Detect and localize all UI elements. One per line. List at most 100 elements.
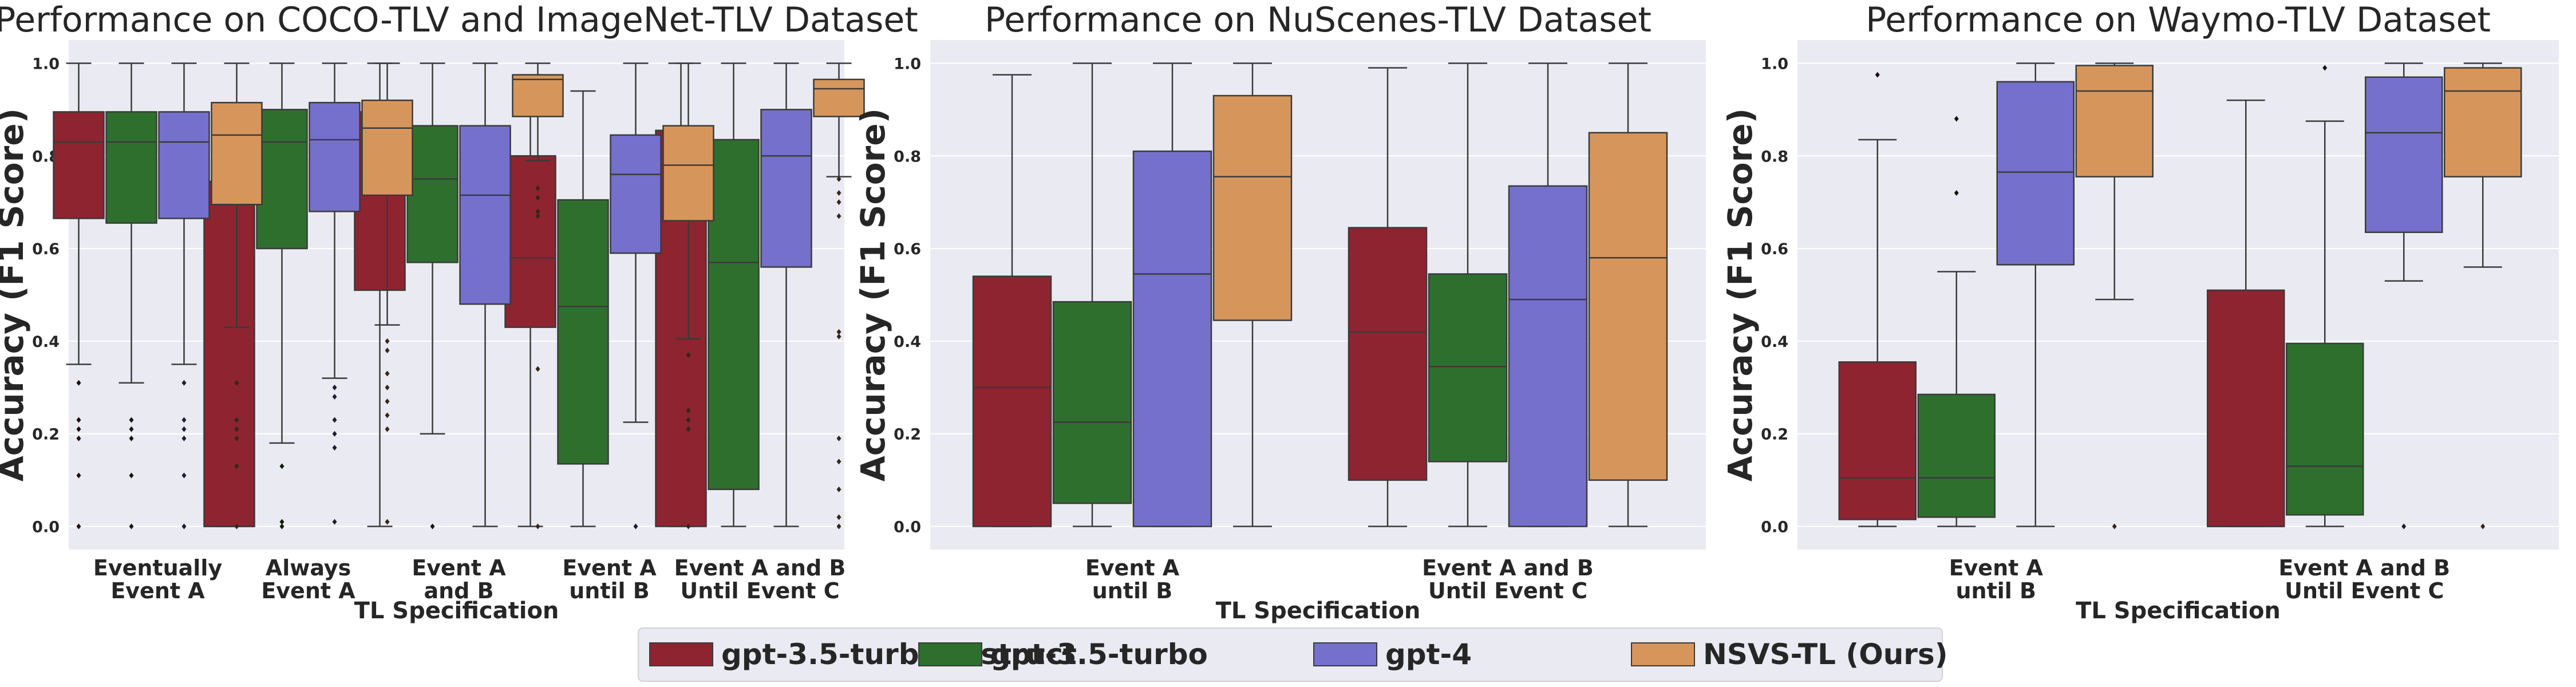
y-tick-label: 0.8 [894, 148, 921, 165]
chart-panels: 0.0 0.2 0.4 0.6 0.8 1.0 Performance on COCO-TL… [0, 0, 2559, 624]
outlier-point [535, 523, 540, 530]
outlier-point [332, 394, 337, 400]
legend-label: NSVS-TL (Ours) [1703, 638, 1948, 671]
outlier-point [2112, 523, 2117, 530]
outlier-point [234, 417, 239, 423]
box-gpt-4-2 [2365, 62, 2443, 530]
box-iqr [1348, 227, 1428, 481]
outlier-point [181, 435, 187, 441]
y-tick-label: 0.4 [894, 333, 921, 351]
chart-title: Performance on Waymo-TLV Dataset [1866, 0, 2491, 40]
box-iqr [2075, 65, 2154, 177]
box-iqr [256, 109, 308, 250]
legend-item-gpt-4: gpt-4 [1313, 638, 1472, 671]
legend-label: gpt-3.5-turbo-instruct [721, 638, 1077, 671]
box-iqr [1132, 150, 1212, 527]
outlier-point [535, 366, 540, 372]
box-iqr [361, 99, 413, 196]
box-gpt-3-5-turbo-2 [2286, 65, 2364, 527]
legend-swatch [649, 642, 713, 666]
box-iqr [1838, 361, 1917, 520]
outlier-point [535, 213, 540, 219]
box-gpt-3-5-turbo-instruct-2 [203, 180, 255, 527]
outlier-point [129, 523, 134, 530]
y-tick-label: 0.6 [32, 240, 60, 258]
outlier-point [234, 523, 239, 530]
outlier-point [181, 426, 187, 432]
outlier-point [76, 426, 81, 432]
box-gpt-3-5-turbo-instruct-1 [53, 62, 105, 530]
outlier-point [129, 417, 134, 423]
outlier-point [836, 435, 841, 441]
outlier-point [1954, 116, 1959, 122]
outlier-point [385, 412, 390, 418]
y-tick-label: 0.0 [32, 519, 60, 536]
outlier-point [686, 417, 691, 423]
outlier-point [836, 514, 841, 520]
outlier-point [836, 333, 841, 339]
box-iqr [1996, 81, 2075, 266]
outlier-point [332, 519, 337, 525]
outlier-point [535, 208, 540, 215]
outlier-point [385, 370, 390, 377]
box-gpt-3-5-turbo-4 [557, 90, 609, 527]
x-tick-label: Event A and B Until Event C [2278, 555, 2450, 603]
legend-swatch [918, 642, 982, 666]
outlier-point [181, 417, 187, 423]
y-tick-label: 0.6 [894, 240, 921, 258]
box-nsvs-tl-ours--5 [813, 62, 865, 530]
box-iqr [2286, 342, 2364, 516]
y-tick-label: 0.4 [1761, 333, 1788, 351]
box-iqr [1428, 273, 1508, 463]
outlier-point [2401, 523, 2407, 530]
outlier-point [234, 426, 239, 432]
box-gpt-4-5 [760, 62, 812, 527]
outlier-point [385, 519, 390, 525]
outlier-point [385, 384, 390, 390]
outlier-point [279, 463, 285, 469]
box-iqr [158, 111, 210, 219]
box-gpt-3-5-turbo-1 [1917, 116, 1996, 527]
outlier-point [234, 435, 239, 441]
outlier-point [633, 523, 638, 530]
box-iqr [211, 101, 263, 206]
outlier-point [836, 486, 841, 492]
chart-title: Performance on COCO-TLV and ImageNet-TLV… [0, 0, 918, 40]
legend-item-gpt-3-5-turbo-instruct: gpt-3.5-turbo-instruct [649, 638, 1077, 671]
outlier-point [332, 445, 337, 451]
y-tick-label: 0.4 [32, 333, 60, 351]
legend-item-gpt-3-5-turbo: gpt-3.5-turbo [918, 638, 1208, 671]
outlier-point [836, 213, 841, 219]
outlier-point [76, 523, 81, 530]
outlier-point [686, 352, 691, 358]
box-iqr [309, 101, 361, 212]
outlier-point [332, 384, 337, 390]
outlier-point [385, 338, 390, 344]
outlier-point [1954, 190, 1959, 196]
box-nsvs-tl-ours--2 [1588, 62, 1668, 527]
outlier-point [1875, 72, 1880, 78]
box-gpt-4-1 [1132, 62, 1212, 527]
box-gpt-3-5-turbo-2 [1428, 62, 1508, 527]
chart-panel-2: 0.0 0.2 0.4 0.6 0.8 1.0 Performance on NuScene… [854, 0, 1706, 624]
outlier-point [129, 472, 134, 479]
box-iqr [1508, 185, 1588, 527]
box-iqr [813, 78, 865, 117]
box-iqr [2444, 67, 2522, 177]
outlier-point [836, 329, 841, 335]
box-gpt-4-1 [158, 62, 210, 530]
outlier-point [181, 380, 187, 386]
outlier-point [332, 431, 337, 437]
outlier-point [686, 426, 691, 432]
y-tick-label: 0.2 [32, 426, 60, 444]
y-tick-label: 0.0 [894, 519, 921, 536]
y-tick-label: 1.0 [1761, 55, 1788, 73]
y-tick-label: 0.0 [1761, 519, 1788, 536]
outlier-point [430, 523, 435, 530]
x-tick-label: Always Event A [261, 555, 355, 603]
outlier-point [234, 463, 239, 469]
